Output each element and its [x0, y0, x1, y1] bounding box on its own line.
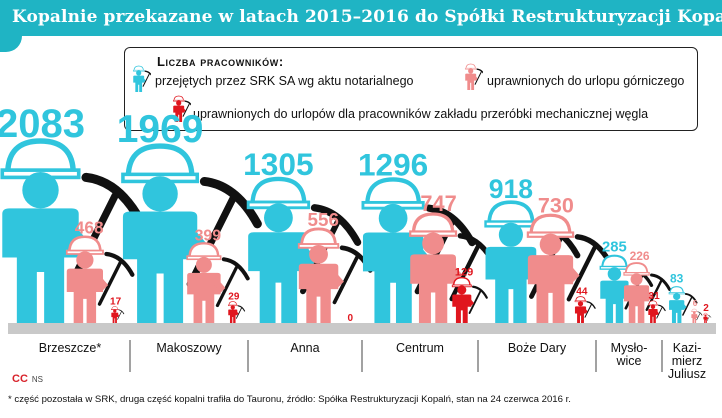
legend-red-figure-icon [172, 95, 191, 122]
figure-cyan-6-miner-icon [668, 286, 698, 323]
title-bar: Kopalnie przekazane w latach 2015–2016 d… [0, 0, 722, 52]
figure-pink-0-miner-icon [65, 235, 135, 323]
value-label-red-2: 0 [348, 313, 354, 324]
category-label-3: Centrum [396, 341, 444, 355]
value-label-pink-6: 6 [693, 299, 698, 308]
figure-pink-4-miner-icon [526, 213, 613, 323]
figure-pink-2-miner-icon [297, 227, 373, 323]
legend-heading: Liczba pracowników: [157, 54, 284, 69]
chart-title: Kopalnie przekazane w latach 2015–2016 d… [12, 7, 722, 27]
legend-entry-cyan: przejętych przez SRK SA wg aktu notarial… [155, 74, 414, 88]
value-label-red-1: 29 [228, 292, 240, 303]
figure-red-6-miner-icon [703, 312, 712, 323]
value-label-pink-0: 468 [75, 218, 104, 238]
value-label-cyan-0: 2083 [0, 102, 85, 146]
value-label-red-6: 2 [703, 303, 709, 314]
value-label-pink-4: 730 [538, 193, 574, 217]
figure-cyan-1-miner-icon [121, 143, 262, 323]
legend-entry-pink: uprawnionych do urlopu górniczego [487, 74, 685, 88]
value-label-cyan-4: 918 [489, 174, 533, 204]
chart-base-strip [8, 323, 716, 334]
figure-cyan-3-miner-icon [361, 177, 476, 323]
value-label-cyan-6: 83 [670, 272, 684, 286]
legend-box: Liczba pracowników: przejętych przez SRK… [124, 47, 698, 131]
figure-red-1-miner-icon [228, 301, 246, 323]
value-label-pink-3: 747 [420, 191, 456, 216]
figure-cyan-2-miner-icon [246, 176, 362, 323]
category-label-6: Kazi-mierz Juliusz [668, 341, 706, 381]
value-label-pink-2: 556 [308, 209, 339, 230]
value-label-cyan-2: 1305 [243, 146, 314, 182]
value-label-cyan-5: 285 [602, 240, 627, 256]
footer-logo: CC NS [12, 373, 43, 385]
figure-pink-6-miner-icon [691, 308, 703, 323]
category-label-4: Boże Dary [508, 341, 567, 355]
title-tab-decoration [0, 36, 22, 52]
logo-sub: NS [31, 375, 44, 384]
figure-red-4-miner-icon [574, 296, 596, 323]
legend-icon-cyan-miner-icon [132, 65, 151, 92]
legend-icon-pink-miner-icon [464, 63, 483, 90]
figure-red-5-miner-icon [648, 300, 666, 323]
legend-cyan-figure-icon [132, 65, 151, 92]
figure-cyan-4-miner-icon [484, 200, 581, 323]
value-label-red-0: 17 [110, 297, 122, 308]
legend-pink-figure-icon [464, 63, 483, 90]
legend-entry-red: uprawnionych do urlopów dla pracowników … [193, 107, 649, 121]
category-label-0: Brzeszcze* [39, 341, 102, 355]
value-label-pink-1: 399 [195, 227, 222, 244]
value-label-red-3: 129 [455, 267, 473, 279]
value-label-red-5: 31 [649, 291, 661, 302]
category-label-1: Makoszowy [156, 341, 222, 355]
figure-pink-3-miner-icon [409, 212, 496, 323]
figure-pink-5-miner-icon [623, 262, 672, 323]
legend-icon-red-miner-icon [172, 95, 191, 122]
footnote: * część pozostała w SRK, druga część kop… [8, 394, 571, 405]
value-label-red-4: 44 [576, 287, 588, 298]
figure-pink-1-miner-icon [186, 242, 250, 323]
value-label-cyan-3: 1296 [358, 146, 428, 182]
figure-red-0-miner-icon [111, 306, 125, 323]
figure-cyan-0-miner-icon [0, 138, 146, 323]
figure-red-3-miner-icon [451, 277, 488, 323]
value-label-pink-5: 226 [630, 249, 650, 263]
category-label-2: Anna [290, 341, 319, 355]
figure-cyan-5-miner-icon [599, 254, 654, 323]
logo-mark: CC [12, 373, 28, 385]
category-label-5: Mysło-wice [611, 341, 648, 368]
